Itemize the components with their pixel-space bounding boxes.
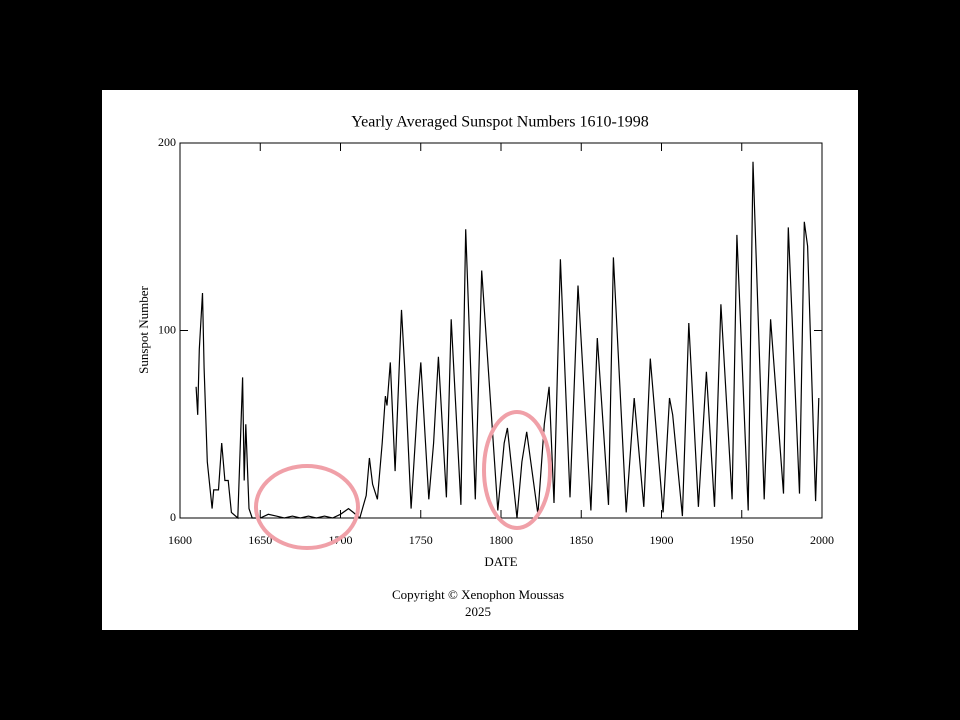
x-tick-label: 1900 [650,533,674,547]
y-tick-label: 200 [158,135,176,149]
x-tick-label: 1800 [489,533,513,547]
x-axis-label: DATE [484,554,517,569]
x-tick-label: 1850 [569,533,593,547]
x-tick-label: 1950 [730,533,754,547]
x-tick-label: 1750 [409,533,433,547]
data-line [195,161,820,520]
copyright: Copyright © Xenophon Moussas [392,587,564,602]
y-tick-label: 100 [158,322,176,336]
slide [102,90,858,630]
y-tick-label: 0 [170,510,176,524]
copyright-year: 2025 [465,604,491,619]
highlight-circle [254,464,360,550]
chart-title: Yearly Averaged Sunspot Numbers 1610-199… [351,114,649,131]
x-tick-label: 1600 [168,533,192,547]
x-tick-label: 1650 [248,533,272,547]
highlight-circle [482,410,552,530]
x-tick-label: 2000 [810,533,834,547]
y-axis-label: Sunspot Number [136,285,151,373]
